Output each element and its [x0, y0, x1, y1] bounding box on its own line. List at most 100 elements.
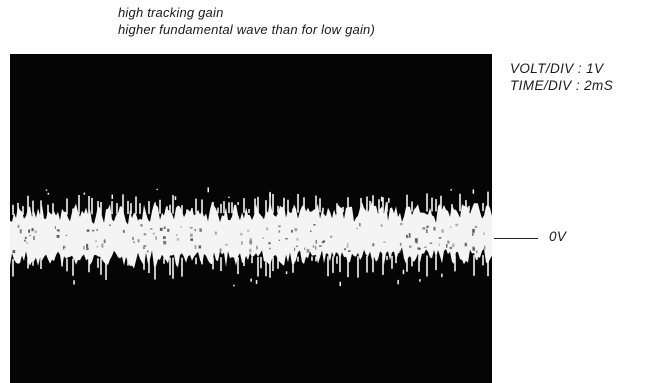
trace-speckle — [415, 241, 418, 244]
waveform-trace — [10, 187, 492, 287]
trace-speckle — [306, 249, 310, 253]
trace-speckle — [472, 233, 474, 236]
trace-speckle — [321, 241, 324, 244]
trace-speckle — [476, 250, 478, 254]
trace-speckle — [409, 245, 412, 248]
trace-speckle — [219, 248, 222, 252]
trace-speckle — [447, 240, 450, 244]
trace-speckle — [464, 242, 468, 247]
caption-line-2: higher fundamental wave than for low gai… — [118, 22, 375, 37]
zero-volt-marker-line — [494, 238, 538, 239]
trace-speckle — [57, 229, 60, 232]
trace-speckle — [176, 234, 178, 236]
volt-div-setting: VOLT/DIV : 1V — [510, 61, 604, 76]
oscilloscope-screen — [10, 54, 492, 383]
trace-noise-dot — [472, 189, 475, 194]
trace-noise-dot — [380, 196, 383, 202]
trace-speckle — [294, 228, 298, 232]
trace-speckle — [278, 225, 281, 228]
trace-speckle — [408, 236, 411, 238]
trace-noise-dot — [228, 196, 230, 198]
trace-speckle — [34, 230, 37, 234]
trace-speckle — [150, 228, 153, 230]
trace-speckle — [319, 245, 322, 247]
trace-speckle — [400, 223, 403, 226]
trace-speckle — [28, 229, 31, 233]
trace-speckle — [433, 226, 436, 231]
trace-speckle — [152, 232, 155, 235]
trace-speckle — [101, 243, 104, 248]
trace-speckle — [426, 229, 428, 233]
trace-speckle — [429, 242, 433, 244]
trace-speckle — [96, 245, 99, 248]
trace-speckle — [109, 224, 111, 226]
scope-settings: VOLT/DIV : 1V TIME/DIV : 2mS — [510, 60, 613, 94]
trace-speckle — [86, 229, 90, 232]
trace-speckle — [189, 233, 193, 237]
trace-speckle — [383, 241, 386, 243]
trace-speckle — [54, 226, 56, 229]
trace-speckle — [296, 245, 298, 247]
trace-speckle — [24, 239, 26, 242]
trace-noise-dot — [285, 271, 288, 275]
zero-volt-label: 0V — [549, 229, 567, 244]
trace-speckle — [24, 236, 27, 239]
trace-noise-dot — [27, 206, 30, 211]
trace-speckle — [356, 227, 358, 230]
trace-speckle — [438, 243, 440, 246]
trace-speckle — [225, 243, 228, 246]
trace-speckle — [344, 248, 346, 251]
trace-speckle — [452, 243, 455, 247]
trace-speckle — [256, 245, 258, 250]
trace-speckle — [472, 228, 475, 233]
trace-noise-dot — [174, 196, 177, 201]
trace-speckle — [294, 247, 296, 251]
trace-speckle — [163, 226, 166, 229]
time-div-setting: TIME/DIV : 2mS — [510, 78, 614, 93]
trace-speckle — [194, 228, 196, 232]
trace-noise-dot — [269, 191, 271, 197]
trace-speckle — [347, 250, 351, 252]
trace-speckle — [83, 246, 85, 250]
trace-speckle — [132, 236, 134, 241]
trace-noise-dot — [402, 269, 405, 275]
trace-speckle — [159, 227, 163, 231]
trace-speckle — [249, 240, 253, 245]
trace-speckle — [95, 240, 97, 243]
trace-speckle — [262, 237, 264, 239]
trace-speckle — [199, 246, 201, 249]
trace-speckle — [291, 229, 293, 233]
trace-noise-dot — [111, 194, 113, 199]
trace-speckle — [310, 230, 312, 233]
trace-speckle — [380, 225, 383, 227]
trace-speckle — [17, 224, 20, 228]
trace-speckle — [455, 223, 459, 227]
trace-speckle — [167, 228, 170, 232]
trace-speckle — [249, 238, 252, 242]
trace-speckle — [19, 229, 22, 234]
trace-speckle — [176, 238, 180, 241]
trace-noise-dot — [47, 192, 50, 195]
trace-speckle — [346, 246, 349, 248]
trace-speckle — [414, 238, 418, 243]
trace-noise-dot — [388, 198, 390, 203]
trace-speckle — [140, 224, 143, 227]
trace-noise-dot — [255, 280, 258, 284]
trace-speckle — [409, 233, 411, 237]
trace-speckle — [31, 228, 34, 232]
trace-speckle — [268, 242, 271, 245]
trace-speckle — [56, 234, 60, 238]
trace-speckle — [399, 242, 402, 246]
trace-speckle — [285, 238, 288, 240]
trace-speckle — [26, 241, 28, 244]
caption-line-1: high tracking gain — [118, 5, 224, 20]
trace-speckle — [143, 233, 147, 236]
waveform-band — [10, 200, 492, 269]
trace-speckle — [65, 234, 67, 236]
trace-speckle — [278, 239, 280, 241]
trace-speckle — [142, 246, 145, 249]
trace-speckle — [163, 240, 167, 245]
trace-speckle — [441, 229, 444, 233]
trace-speckle — [330, 235, 333, 238]
trace-speckle — [155, 236, 157, 240]
